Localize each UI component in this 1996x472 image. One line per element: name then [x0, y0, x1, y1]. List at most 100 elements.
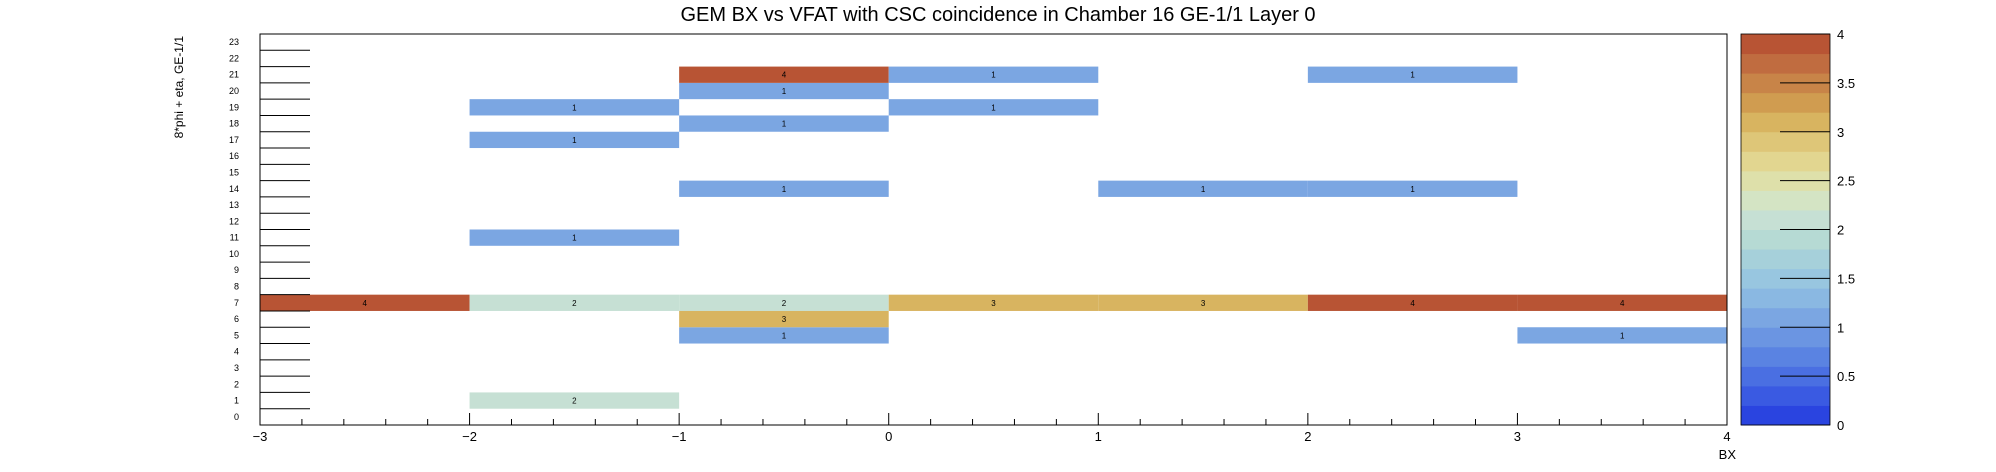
- heatmap-cell: [888, 294, 1099, 311]
- y-tick-label: 4: [234, 347, 239, 357]
- y-tick-label: 18: [229, 119, 239, 129]
- heatmap-cell: [469, 294, 680, 311]
- colorbar-tick-label: 3.5: [1837, 76, 1855, 91]
- cell-value-label: 1: [572, 234, 577, 243]
- cell-value-label: 3: [991, 299, 996, 308]
- y-tick-label: 15: [229, 167, 239, 177]
- cell-value-label: 2: [782, 299, 787, 308]
- y-tick-label: 2: [234, 379, 239, 389]
- y-tick-label: 1: [234, 396, 239, 406]
- colorbar-band: [1741, 307, 1830, 328]
- y-tick-label: 23: [229, 37, 239, 47]
- y-tick-label: 11: [230, 233, 239, 243]
- heatmap-cell: [679, 66, 889, 83]
- y-tick-label: 0: [234, 412, 239, 422]
- colorbar-band: [1741, 405, 1830, 426]
- colorbar-band: [1741, 327, 1830, 348]
- heatmap-cell: [679, 115, 889, 132]
- colorbar-band: [1741, 131, 1830, 152]
- heatmap-cell: [1307, 66, 1518, 83]
- y-tick-label: 22: [229, 53, 239, 63]
- heatmap-cell: [1307, 180, 1518, 197]
- heatmap-cell: [469, 131, 680, 149]
- y-axis-label: 8*phi + eta, GE-1/1: [172, 36, 186, 139]
- y-tick-label: 14: [229, 184, 239, 194]
- colorbar-band: [1741, 112, 1830, 133]
- cell-value-label: 1: [1410, 185, 1415, 194]
- y-tick-label: 17: [229, 135, 239, 145]
- heatmap-cell: [679, 310, 889, 328]
- cell-value-label: 4: [363, 299, 368, 308]
- x-tick-label: 4: [1723, 429, 1730, 444]
- colorbar-band: [1741, 190, 1830, 211]
- y-tick-label: 10: [229, 249, 239, 259]
- colorbar-band: [1741, 92, 1830, 113]
- cell-value-label: 4: [1620, 299, 1625, 308]
- cell-value-label: 1: [1201, 185, 1206, 194]
- x-tick-label: 3: [1514, 429, 1521, 444]
- colorbar: 0 0.5 1 1.5 2 2.5 3 3.5 4: [1740, 27, 1855, 433]
- y-tick-label: 20: [229, 86, 239, 96]
- cell-value-label: 1: [782, 185, 787, 194]
- colorbar-band: [1741, 229, 1830, 250]
- heatmap-cell: [260, 294, 470, 311]
- x-tick-label: −2: [462, 429, 477, 444]
- x-tick-label: 0: [885, 429, 892, 444]
- y-tick-label: 6: [234, 314, 239, 324]
- colorbar-band: [1741, 209, 1830, 230]
- cell-value-label: 1: [1410, 71, 1415, 80]
- heatmap-cell: [469, 99, 680, 116]
- heatmap-cell: [679, 180, 889, 197]
- chart-title: GEM BX vs VFAT with CSC coincidence in C…: [680, 4, 1315, 26]
- colorbar-band: [1741, 151, 1830, 172]
- cell-value-label: 1: [572, 103, 577, 112]
- cell-value-label: 1: [1620, 331, 1625, 340]
- y-tick-label: 3: [234, 363, 239, 373]
- heatmap-cell: [888, 66, 1099, 83]
- cell-value-label: 1: [991, 103, 996, 112]
- y-tick-label: 9: [234, 265, 239, 275]
- y-tick-label: 8: [234, 282, 239, 292]
- heatmap-cell: [469, 229, 680, 246]
- y-tick-label: 13: [229, 200, 239, 210]
- cell-value-label: 2: [572, 299, 577, 308]
- colorbar-band: [1741, 346, 1830, 367]
- cell-value-label: 3: [782, 315, 787, 324]
- colorbar-band: [1741, 249, 1830, 270]
- heatmap-cell: [888, 99, 1099, 116]
- colorbar-tick-label: 1.5: [1837, 271, 1855, 286]
- heatmap-cell: [679, 327, 889, 344]
- y-tick-label: 12: [229, 216, 239, 226]
- heatmap-cell: [1517, 294, 1727, 311]
- y-tick-label: 21: [229, 70, 239, 80]
- x-tick-label: −1: [672, 429, 687, 444]
- y-tick-label: 5: [234, 330, 239, 340]
- cell-value-label: 4: [782, 71, 787, 80]
- cell-value-label: 3: [1201, 299, 1206, 308]
- heatmap-cell: [679, 294, 889, 311]
- cell-value-label: 4: [1410, 299, 1415, 308]
- colorbar-tick-label: 2: [1837, 223, 1844, 238]
- colorbar-tick-label: 0.5: [1837, 369, 1855, 384]
- x-tick-label: 1: [1095, 429, 1102, 444]
- y-tick-label: 7: [234, 298, 239, 308]
- heatmap-cell: [1098, 180, 1308, 197]
- heatmap-cell: [1098, 294, 1308, 311]
- colorbar-tick-label: 4: [1837, 27, 1844, 42]
- colorbar-band: [1741, 288, 1830, 309]
- cell-value-label: 1: [782, 87, 787, 96]
- x-tick-label: 2: [1304, 429, 1311, 444]
- colorbar-tick-label: 0: [1837, 418, 1844, 433]
- colorbar-tick-label: 1: [1837, 320, 1844, 335]
- colorbar-tick-label: 2.5: [1837, 174, 1855, 189]
- x-tick-label: −3: [253, 429, 268, 444]
- cell-value-label: 1: [782, 331, 787, 340]
- cell-value-label: 1: [782, 120, 787, 129]
- heatmap-cell: [469, 392, 680, 409]
- x-axis-label: BX: [1719, 447, 1737, 462]
- cell-value-label: 1: [572, 136, 577, 145]
- y-tick-label: 16: [229, 151, 239, 161]
